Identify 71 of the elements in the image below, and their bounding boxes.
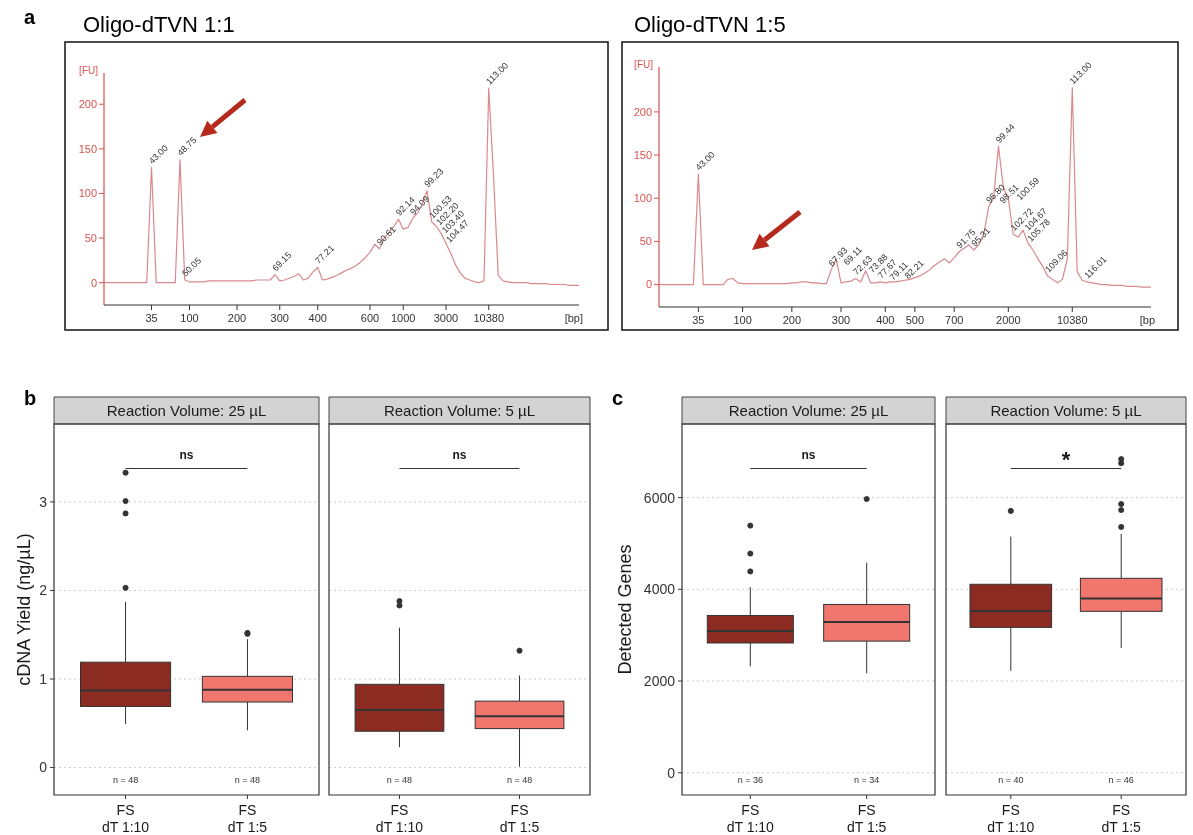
- y-axis-title: cDNA Yield (ng/µL): [14, 533, 35, 686]
- annotation: n = 40: [998, 775, 1024, 785]
- y-tick-label: 3: [39, 493, 48, 510]
- x-tick-label: 500: [905, 314, 925, 326]
- chart-title: Reaction Volume: 5 µL: [990, 401, 1142, 419]
- y-tick-label: 2: [39, 582, 48, 599]
- x-tick-label: 400: [308, 312, 327, 324]
- x-tick-label: 100: [180, 312, 199, 324]
- x-tick-label: 700: [945, 314, 964, 326]
- annotation: ns: [452, 447, 467, 462]
- x-tick-label: 300: [831, 314, 851, 326]
- annotation: n = 46: [1108, 775, 1134, 785]
- annotation: n = 36: [737, 775, 763, 785]
- y-tick-label: 100: [633, 192, 652, 205]
- x-tick-label: 300: [270, 312, 289, 324]
- annotation: *: [1061, 446, 1071, 472]
- x-tick-label: 200: [227, 312, 247, 324]
- annotation: n = 48: [386, 775, 413, 785]
- x-tick-label: 200: [782, 314, 802, 326]
- x-axis-title: [bp]: [564, 312, 583, 324]
- x-tick-label: FS dT 1:10: [987, 802, 1035, 835]
- y-tick-label: 50: [639, 235, 652, 248]
- x-tick-label: 100: [733, 314, 752, 326]
- x-tick-label: FS dT 1:5: [1101, 802, 1142, 835]
- y-tick-label: 6000: [643, 489, 676, 506]
- x-tick-label: 2000: [996, 314, 1021, 326]
- x-tick-label: 400: [876, 314, 895, 326]
- x-tick-label: FS dT 1:5: [499, 802, 540, 835]
- x-tick-label: 10380: [1056, 314, 1088, 326]
- chart-title: Reaction Volume: 5 µL: [383, 401, 536, 419]
- x-tick-label: FS dT 1:10: [726, 802, 775, 835]
- text: b: [24, 387, 37, 409]
- text: a: [24, 6, 36, 28]
- chart-title: Oligo-dTVN 1:1: [83, 12, 235, 37]
- x-tick-label: 600: [360, 312, 380, 324]
- y-tick-label: 50: [84, 231, 97, 244]
- annotation: ns: [801, 447, 816, 462]
- x-tick-label: 1000: [391, 312, 416, 324]
- x-tick-label: FS dT 1:5: [227, 802, 268, 835]
- y-tick-label: 0: [667, 764, 676, 781]
- x-tick-label: 3000: [433, 312, 459, 324]
- y-axis-title: [FU]: [79, 65, 99, 76]
- x-tick-label: 10380: [473, 312, 505, 324]
- x-tick-label: FS dT 1:10: [375, 802, 424, 835]
- annotation: n = 48: [112, 775, 139, 785]
- x-tick-label: 35: [145, 312, 158, 324]
- chart-title: Reaction Volume: 25 µL: [106, 401, 267, 419]
- y-axis-title: [FU]: [634, 59, 654, 70]
- y-axis-title: Detected Genes: [615, 544, 636, 675]
- y-tick-label: 100: [78, 187, 97, 200]
- x-tick-label: 35: [692, 314, 705, 326]
- y-tick-label: 4000: [643, 581, 676, 598]
- x-tick-label: FS dT 1:5: [846, 802, 887, 835]
- y-tick-label: 200: [78, 98, 97, 111]
- annotation: ns: [179, 447, 194, 462]
- y-tick-label: 150: [78, 142, 97, 155]
- y-tick-label: 150: [633, 148, 652, 161]
- text: c: [612, 387, 624, 409]
- x-axis-title: [bp: [1139, 314, 1155, 326]
- chart-title: Reaction Volume: 25 µL: [728, 401, 889, 419]
- y-tick-label: 200: [633, 105, 652, 118]
- annotation: n = 48: [234, 775, 261, 785]
- y-tick-label: 1: [39, 670, 48, 687]
- annotation: n = 34: [854, 775, 880, 785]
- chart-title: Oligo-dTVN 1:5: [634, 12, 786, 37]
- y-tick-label: 0: [645, 278, 652, 291]
- y-tick-label: 0: [39, 759, 48, 776]
- annotation: n = 48: [506, 775, 533, 785]
- y-tick-label: 0: [90, 276, 97, 289]
- x-tick-label: FS dT 1:10: [101, 802, 150, 835]
- y-tick-label: 2000: [643, 672, 676, 689]
